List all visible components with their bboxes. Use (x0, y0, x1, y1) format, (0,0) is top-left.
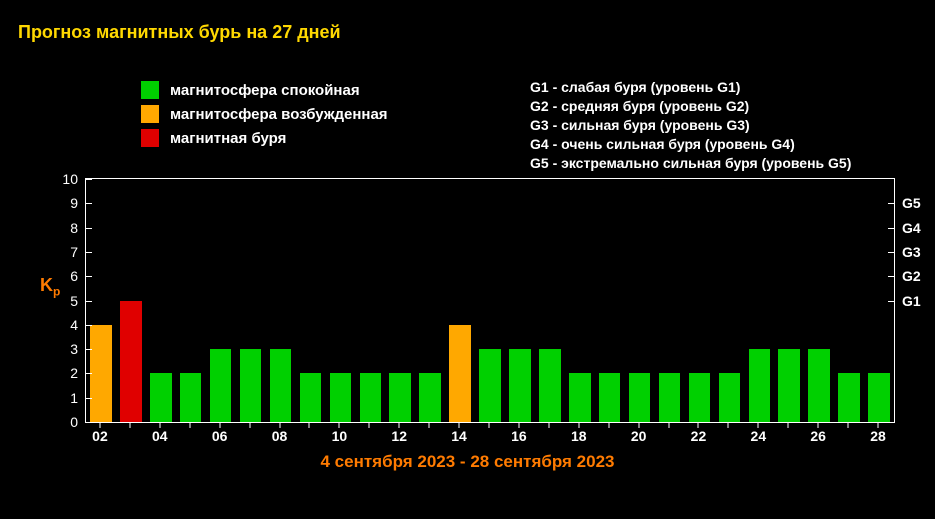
bar (389, 373, 411, 422)
y-tick-label: 5 (70, 293, 78, 309)
x-tick (309, 422, 310, 428)
bar (90, 325, 112, 422)
x-tick-label: 14 (451, 428, 467, 444)
x-tick-label: 08 (272, 428, 288, 444)
x-tick-label: 28 (870, 428, 886, 444)
g-tick-label: G5 (902, 195, 921, 211)
bar (569, 373, 591, 422)
bar (120, 301, 142, 423)
x-tick (189, 422, 190, 428)
x-tick-label: 10 (332, 428, 348, 444)
y-axis-label: Kp (40, 275, 60, 299)
y-tick-label: 7 (70, 244, 78, 260)
g-legend-line: G2 - средняя буря (уровень G2) (530, 97, 851, 116)
x-tick (848, 422, 849, 428)
state-legend: магнитосфера спокойная магнитосфера возбу… (140, 80, 388, 152)
g-tick-label: G2 (902, 268, 921, 284)
g-legend-line: G3 - сильная буря (уровень G3) (530, 116, 851, 135)
g-legend-line: G5 - экстремально сильная буря (уровень … (530, 154, 851, 173)
bars-layer (86, 179, 894, 422)
bar (449, 325, 471, 422)
bar (749, 349, 771, 422)
x-tick-label: 04 (152, 428, 168, 444)
bar (180, 373, 202, 422)
bar (719, 373, 741, 422)
page-title: Прогноз магнитных бурь на 27 дней (18, 22, 341, 43)
bar (778, 349, 800, 422)
x-tick (369, 422, 370, 428)
x-axis-title: 4 сентября 2023 - 28 сентября 2023 (0, 452, 935, 472)
bar (868, 373, 890, 422)
y-tick-label: 10 (62, 171, 78, 187)
bar (419, 373, 441, 422)
y-tick-label: 8 (70, 220, 78, 236)
x-tick (429, 422, 430, 428)
g-tick-label: G3 (902, 244, 921, 260)
g-tick-label: G1 (902, 293, 921, 309)
bar (808, 349, 830, 422)
legend-swatch (140, 104, 160, 124)
g-legend-line: G4 - очень сильная буря (уровень G4) (530, 135, 851, 154)
bar (479, 349, 501, 422)
x-tick-label: 26 (810, 428, 826, 444)
x-tick (249, 422, 250, 428)
x-tick-label: 22 (691, 428, 707, 444)
legend-swatch (140, 80, 160, 100)
x-tick (548, 422, 549, 428)
kp-bar-chart: 012345678910G1G2G3G4G5 (85, 178, 895, 423)
x-tick-label: 02 (92, 428, 108, 444)
x-tick-label: 16 (511, 428, 527, 444)
x-tick-label: 06 (212, 428, 228, 444)
legend-label: магнитосфера спокойная (170, 82, 360, 99)
legend-label: магнитосфера возбужденная (170, 106, 388, 123)
legend-item: магнитная буря (140, 128, 388, 148)
bar (689, 373, 711, 422)
bar (270, 349, 292, 422)
y-tick-label: 3 (70, 341, 78, 357)
y-tick-label: 2 (70, 365, 78, 381)
x-tick-label: 18 (571, 428, 587, 444)
bar (629, 373, 651, 422)
bar (330, 373, 352, 422)
y-tick-label: 1 (70, 390, 78, 406)
g-tick-label: G4 (902, 220, 921, 236)
x-tick (129, 422, 130, 428)
x-tick-label: 24 (751, 428, 767, 444)
bar (360, 373, 382, 422)
x-tick (788, 422, 789, 428)
x-axis-labels: 02 04 06 08 10 12 14 16 18 20 22 24 26 28 (85, 428, 895, 450)
y-tick-label: 4 (70, 317, 78, 333)
x-tick (608, 422, 609, 428)
bar (509, 349, 531, 422)
bar (599, 373, 621, 422)
x-tick (728, 422, 729, 428)
legend-item: магнитосфера спокойная (140, 80, 388, 100)
g-scale-legend: G1 - слабая буря (уровень G1)G2 - средня… (530, 78, 851, 172)
x-tick (489, 422, 490, 428)
bar (659, 373, 681, 422)
x-tick-label: 20 (631, 428, 647, 444)
bar (150, 373, 172, 422)
y-tick-label: 0 (70, 414, 78, 430)
y-tick-label: 6 (70, 268, 78, 284)
bar (240, 349, 262, 422)
bar (838, 373, 860, 422)
g-legend-line: G1 - слабая буря (уровень G1) (530, 78, 851, 97)
bar (300, 373, 322, 422)
bar (210, 349, 232, 422)
x-tick-label: 12 (391, 428, 407, 444)
x-tick (668, 422, 669, 428)
y-tick-label: 9 (70, 195, 78, 211)
bar (539, 349, 561, 422)
legend-label: магнитная буря (170, 130, 286, 147)
legend-item: магнитосфера возбужденная (140, 104, 388, 124)
legend-swatch (140, 128, 160, 148)
